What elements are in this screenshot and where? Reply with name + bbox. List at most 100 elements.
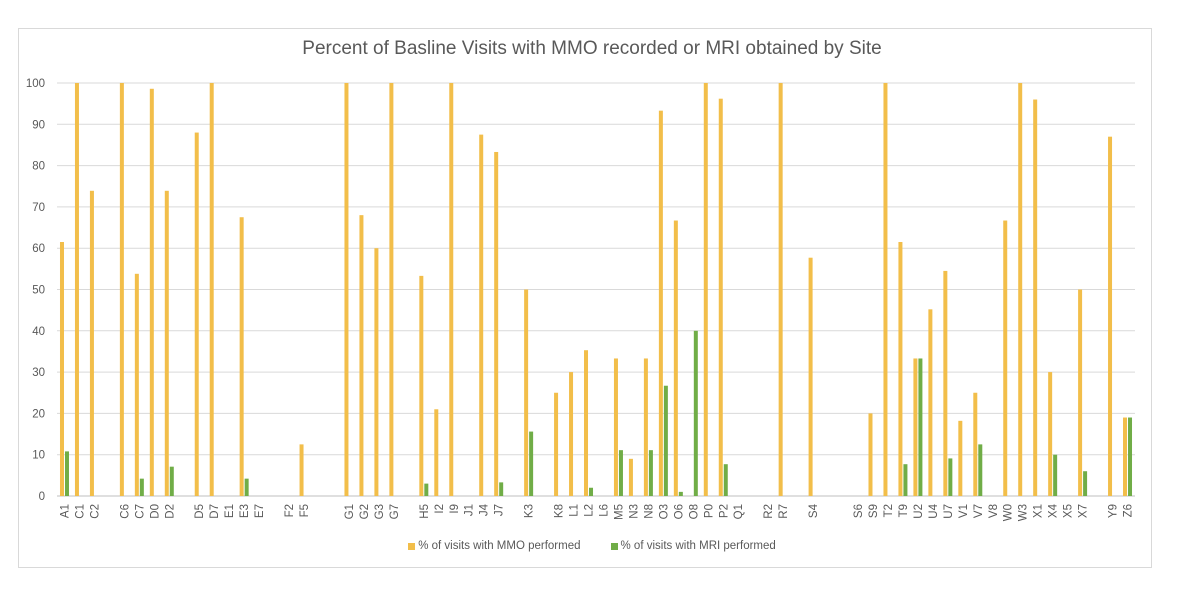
x-tick-label: X7 [1078, 504, 1090, 518]
x-tick-label: F2 [284, 504, 296, 517]
x-tick-label: K3 [524, 504, 536, 518]
x-tick-label: H5 [419, 504, 431, 519]
bar-mri [499, 482, 504, 496]
bar-mmo [524, 289, 529, 496]
bar-mmo [119, 83, 124, 496]
x-tick-label: X4 [1048, 503, 1060, 518]
chart-title: Percent of Basline Visits with MMO recor… [302, 38, 882, 59]
bar-mri [978, 444, 983, 496]
legend-swatch-mmo [408, 542, 416, 550]
bar-mmo [419, 275, 424, 496]
x-tick-label: O3 [658, 504, 670, 519]
legend-item-mri: % of visits with MRI performed [610, 540, 776, 552]
x-tick-label: T2 [883, 504, 895, 517]
x-tick-label: R2 [763, 504, 775, 519]
bar-mmo [59, 242, 64, 496]
bar-mmo [913, 358, 918, 496]
x-tick-label: I9 [449, 504, 461, 514]
x-tick-label: S9 [868, 504, 880, 518]
bar-mmo [883, 83, 888, 496]
bar-mri [64, 451, 69, 496]
x-tick-label: N3 [628, 504, 640, 519]
y-tick-label: 0 [39, 491, 45, 503]
x-tick-label: G7 [389, 504, 401, 519]
x-tick-label: D5 [194, 504, 206, 519]
bar-mmo [958, 420, 963, 496]
bar-mri [678, 491, 683, 496]
x-tick-label: K8 [554, 504, 566, 518]
x-tick-label: J4 [479, 503, 491, 516]
bar-mmo [643, 358, 648, 496]
x-tick-label: Q1 [733, 504, 745, 519]
bar-mri [529, 431, 534, 496]
bar-mri [618, 450, 623, 496]
x-tick-label: L2 [584, 504, 596, 517]
bar-mri [139, 478, 144, 496]
bar-mmo [149, 88, 154, 497]
x-tick-label: D2 [164, 504, 176, 519]
legend: % of visits with MMO performed % of visi… [0, 540, 1184, 552]
y-tick-label: 40 [32, 326, 45, 338]
x-tick-label: W3 [1018, 504, 1030, 521]
bar-mmo [584, 350, 589, 496]
bar-mri [663, 385, 668, 496]
x-tick-label: X5 [1063, 504, 1075, 518]
x-tick-label: E7 [254, 504, 266, 518]
x-tick-label: E3 [239, 504, 251, 518]
bar-mri [723, 464, 728, 496]
bar-mmo [1108, 136, 1113, 496]
bar-mmo [554, 392, 559, 496]
x-tick-label: J7 [494, 504, 506, 516]
bar-mmo [1033, 99, 1038, 497]
bar-mmo [239, 217, 244, 496]
bar-mri [903, 464, 908, 496]
x-tick-label: U7 [943, 504, 955, 519]
bar-mmo [673, 220, 678, 497]
bar-mmo [973, 392, 978, 496]
bar-mmo [1048, 372, 1053, 496]
bar-mri [918, 358, 923, 496]
bar-mmo [778, 83, 783, 496]
bar-mri [693, 330, 698, 496]
bar-mri [1053, 454, 1058, 496]
bar-mmo [658, 110, 663, 497]
x-tick-label: V7 [973, 504, 985, 518]
x-tick-label: S6 [853, 504, 865, 518]
legend-label-mmo: % of visits with MMO performed [418, 540, 581, 552]
x-tick-label: D7 [209, 504, 221, 519]
bar-mri [244, 478, 249, 496]
x-tick-label: C7 [134, 504, 146, 519]
x-tick-label: L6 [598, 504, 610, 517]
bar-mmo [194, 132, 199, 496]
x-tick-label: G1 [344, 504, 356, 519]
bar-mmo [628, 458, 633, 496]
bar-mri [1083, 471, 1088, 496]
legend-swatch-mri [610, 542, 618, 550]
x-tick-label: C1 [74, 504, 86, 519]
y-tick-label: 100 [26, 78, 45, 90]
y-tick-label: 90 [32, 119, 45, 131]
x-tick-label: G2 [359, 504, 371, 519]
x-tick-label: O8 [688, 504, 700, 519]
bar-mmo [389, 83, 394, 496]
y-tick-label: 80 [32, 161, 45, 173]
legend-item-mmo: % of visits with MMO performed [408, 540, 581, 552]
x-tick-label: M5 [613, 504, 625, 520]
bar-mmo [479, 134, 484, 496]
bar-mmo [943, 270, 948, 496]
bar-mmo [898, 242, 903, 496]
x-tick-label: N8 [643, 504, 655, 519]
y-tick-label: 10 [32, 450, 45, 462]
bar-mri [589, 487, 594, 496]
bar-mmo [344, 83, 349, 496]
bar-mmo [494, 151, 499, 496]
y-tick-label: 70 [32, 202, 45, 214]
x-tick-label: Z6 [1123, 504, 1135, 517]
x-tick-label: C6 [119, 504, 131, 519]
bar-mmo [134, 273, 139, 496]
bar-mmo [718, 98, 723, 496]
x-tick-label: E1 [224, 504, 236, 518]
x-tick-label: A1 [59, 504, 71, 518]
legend-label-mri: % of visits with MRI performed [620, 540, 776, 552]
bar-mmo [449, 83, 454, 496]
